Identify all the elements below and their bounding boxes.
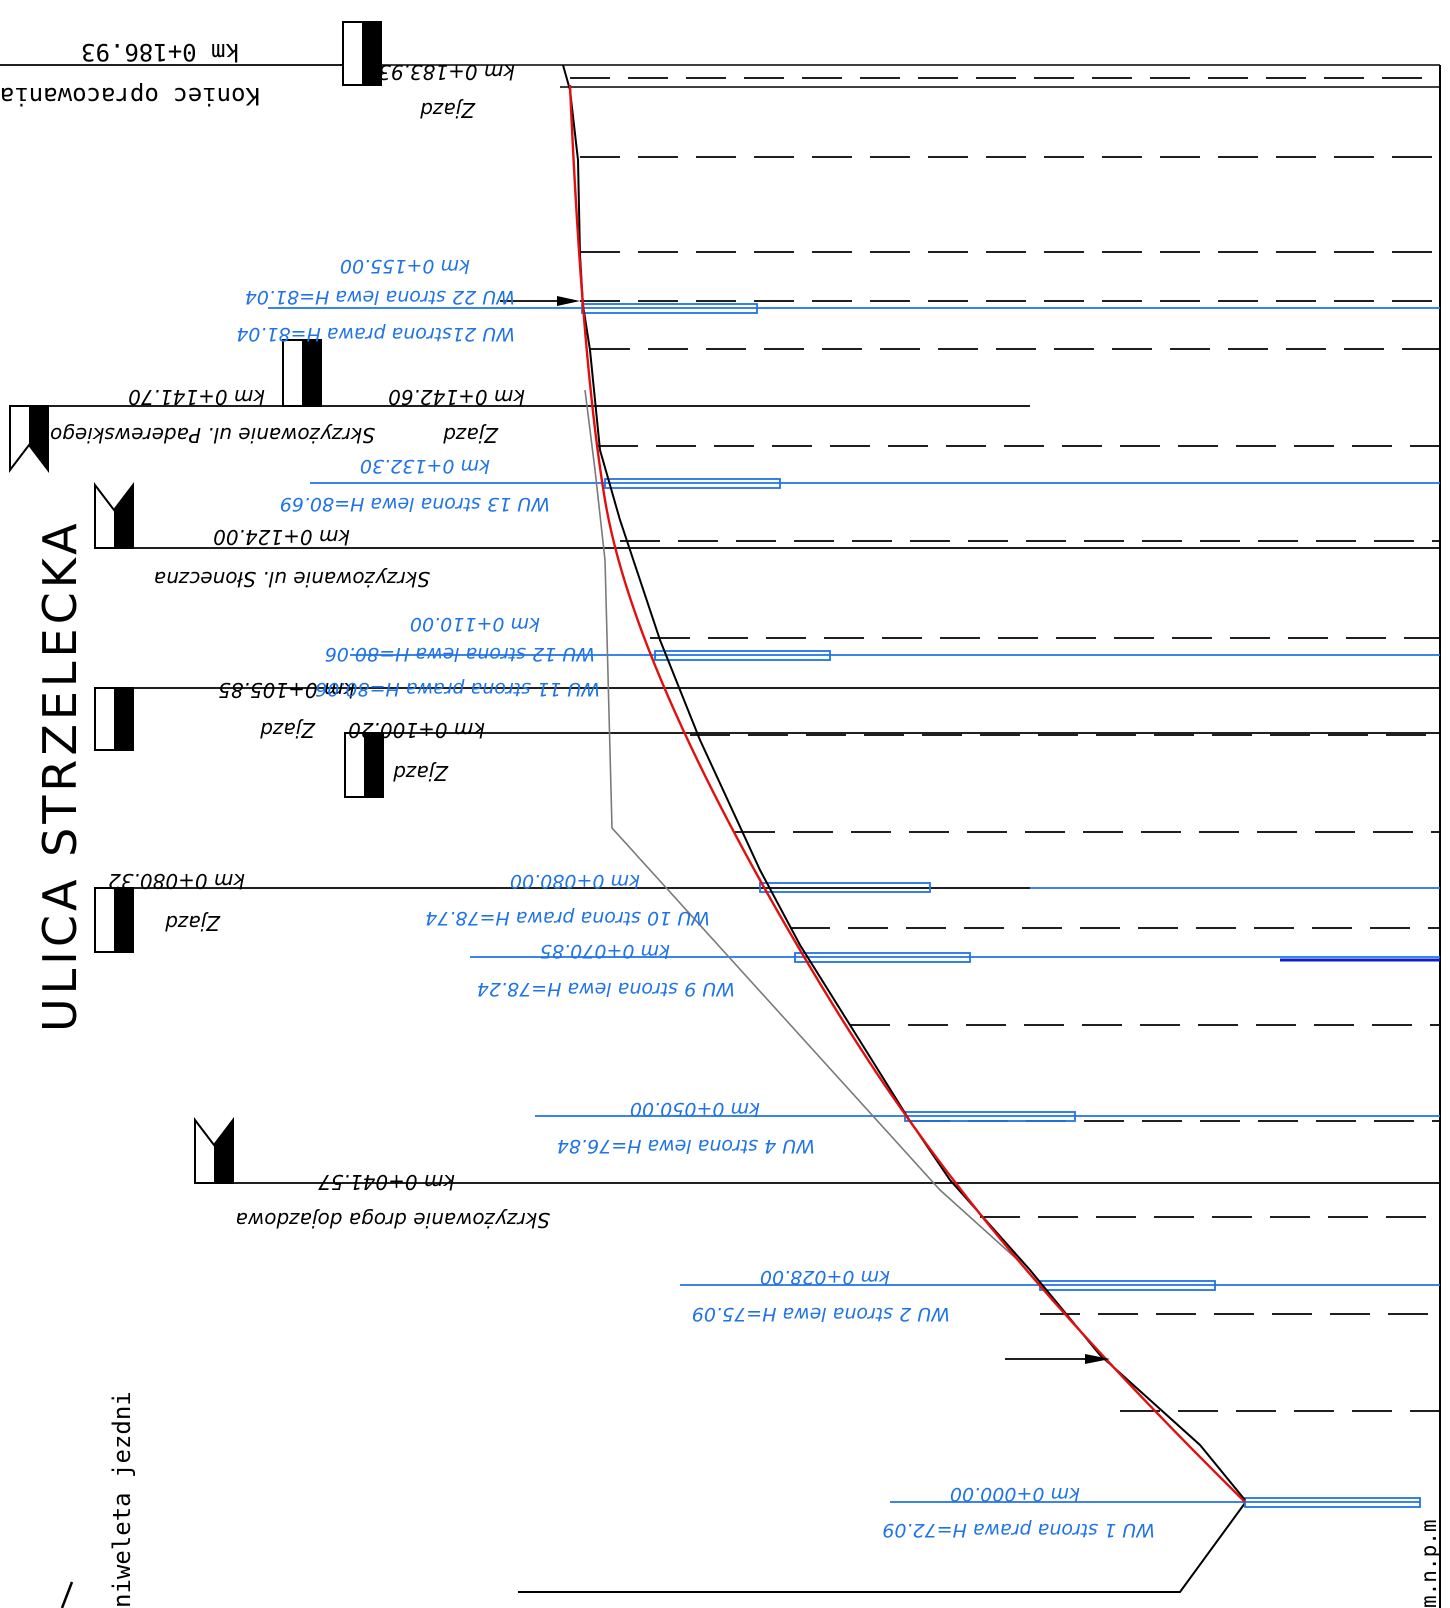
- km-105-85-label: km 0+105.85: [218, 678, 355, 702]
- km-028-label: km 0+028.00: [760, 1266, 890, 1288]
- grade-line-marker-icon: [60, 1581, 74, 1608]
- arrow-marker-bottom: [1085, 1354, 1110, 1364]
- wu13-label: WU 13 strona lewa H=80.69: [280, 493, 550, 515]
- bottom-leader-line: [518, 1502, 1246, 1593]
- wu11-label: WU 11 strona prawa H=80.06: [315, 678, 600, 700]
- wu12-label: WU 12 strona lewa H=80.06: [325, 643, 595, 665]
- grade-curve: [568, 84, 1246, 1503]
- km-080-32-label: km 0+080.32: [108, 869, 245, 893]
- wu1-label: WU 1 strona prawa H=72.09: [882, 1519, 1155, 1541]
- km-000-label: km 0+000.00: [950, 1483, 1080, 1505]
- km-124-label: km 0+124.00: [213, 525, 350, 549]
- wu22-label: WU 22 strona lewa H=81.04: [245, 286, 515, 308]
- km-155-label: km 0+155.00: [340, 255, 470, 277]
- station-solid-lines: [0, 64, 1440, 1184]
- crossing-markers: [9, 405, 234, 1184]
- km-141-70-label: km 0+141.70: [128, 385, 265, 409]
- zjazd-label-1: Zjazd: [420, 98, 476, 122]
- grade-line-label: niweleta jezdni: [108, 1391, 136, 1608]
- km-050-label: km 0+050.00: [630, 1098, 760, 1120]
- wu21-label: WU 21strona prawa H=81.04: [236, 323, 515, 345]
- end-of-study-km: km 0+186.93: [81, 38, 240, 66]
- existing-ground-line: [584, 389, 1021, 1263]
- km-080-label: km 0+080.00: [510, 870, 640, 892]
- km-070-85-label: km 0+070.85: [540, 940, 670, 962]
- km-142-60-label: km 0+142.60: [388, 385, 525, 409]
- km-132-30-label: km 0+132.30: [360, 455, 490, 477]
- rotated-labels: Koniec opracowania km 0+186.93 km 0+183.…: [0, 38, 1155, 1541]
- wu4-label: WU 4 strona lewa H=76.84: [557, 1135, 815, 1157]
- droga-dojazdowa-label: Skrzyżowanie droga dojazdowa: [236, 1208, 550, 1232]
- zjazd-label-4: Zjazd: [393, 761, 449, 785]
- km-100-20-label: km 0+100.20: [348, 718, 485, 742]
- street-name-title: ULICA STRZELECKA: [33, 519, 87, 1032]
- wu2-label: WU 2 strona lewa H=75.09: [692, 1303, 950, 1325]
- elevation-unit-label: m.n.p.m: [1417, 1519, 1441, 1608]
- arrow-marker-top: [557, 296, 580, 306]
- zjazd-label-5: Zjazd: [165, 911, 221, 935]
- km-110-label: km 0+110.00: [410, 613, 540, 635]
- inlet-lines: [268, 307, 1440, 1503]
- paderewskiego-label: Skrzyżowanie ul. Paderewskiego: [50, 423, 375, 447]
- entrance-markers: [94, 21, 384, 953]
- zjazd-label-3: Zjazd: [260, 718, 316, 742]
- end-of-study-label: Koniec opracowania: [0, 82, 260, 110]
- inlet-boxes: [581, 303, 1421, 1508]
- km-183-93-label: km 0+183.93: [378, 60, 515, 84]
- wu10-label: WU 10 strona prawa H=78.74: [425, 907, 710, 929]
- station-dashed-lines: [570, 77, 1440, 1412]
- km-041-57-label: km 0+041.57: [318, 1170, 455, 1194]
- sloneczna-label: Skrzyżowanie ul. Słoneczna: [154, 567, 430, 591]
- wu9-label: WU 9 strona lewa H=78.24: [477, 978, 735, 1000]
- zjazd-label-2: Zjazd: [443, 423, 499, 447]
